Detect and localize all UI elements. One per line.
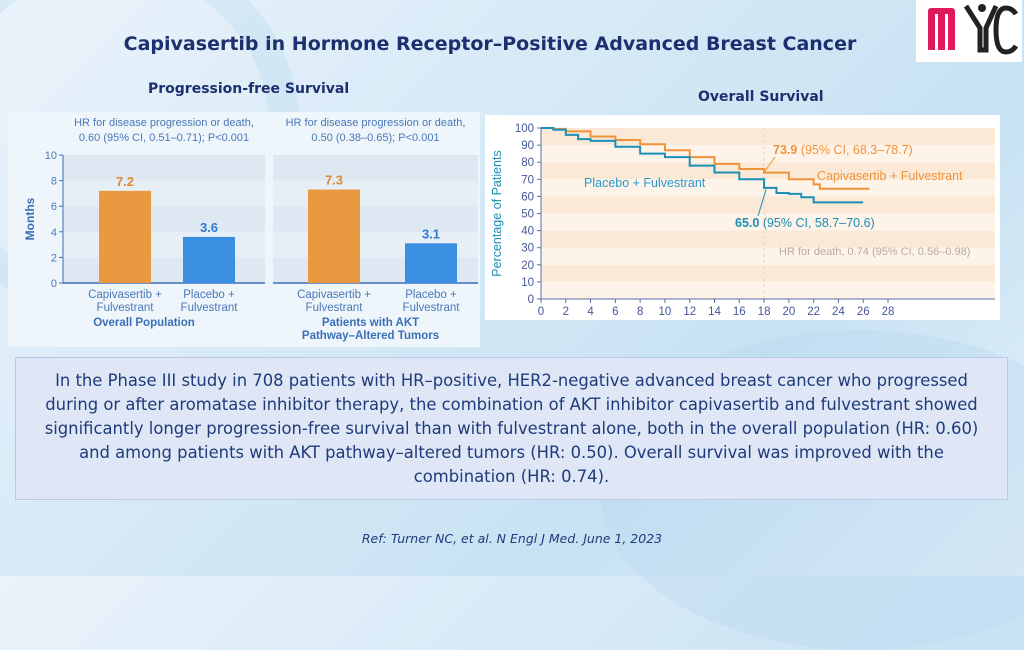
bar: [183, 236, 235, 283]
y-tick-label: 80: [521, 157, 534, 169]
hr-annotation: HR for death, 0.74 (95% CI, 0.56–0.98): [779, 246, 970, 258]
pfs-bar-charts: HR for disease progression or death, 0.60…: [23, 117, 478, 342]
os-heading: Overall Survival: [698, 89, 824, 105]
y-tick-label: 2: [51, 252, 57, 264]
y-tick-label: 40: [521, 226, 534, 238]
bar: [405, 243, 457, 283]
x-axis-label: Patients with AKT: [322, 317, 419, 329]
reference: Ref: Turner NC, et al. N Engl J Med. Jun…: [361, 531, 663, 546]
y-tick-label: 20: [521, 260, 534, 272]
x-tick-label: 18: [758, 306, 771, 318]
x-axis-label: Pathway–Altered Tumors: [302, 330, 439, 342]
x-tick-label: 2: [563, 306, 569, 318]
chart-subtitle: 0.50 (0.38–0.65); P<0.001: [311, 132, 439, 144]
y-tick-label: 10: [521, 277, 534, 289]
grid-band: [541, 213, 995, 231]
y-axis-label: Percentage of Patients: [490, 150, 504, 276]
x-tick-label: 14: [708, 306, 721, 318]
bar-value-label: 3.6: [200, 220, 218, 235]
annotation-leader: [757, 189, 767, 217]
y-tick-label: 60: [521, 191, 534, 203]
y-tick-label: 0: [51, 278, 57, 290]
x-tick-label: 6: [612, 306, 618, 318]
x-tick-label: 16: [733, 306, 746, 318]
pfs-heading: Progression-free Survival: [148, 81, 350, 97]
x-tick-label: 8: [637, 306, 643, 318]
bar: [308, 189, 360, 283]
grid-band: [541, 247, 995, 265]
slide-title: Capivasertib in Hormone Receptor–Positiv…: [123, 33, 857, 55]
grid-band: [63, 155, 265, 181]
grid-band: [273, 155, 478, 181]
series-label-placebo: Placebo + Fulvestrant: [584, 176, 706, 190]
x-tick-label: 28: [882, 306, 895, 318]
grid-band: [541, 145, 995, 163]
pfs-chart-panel: HR for disease progression or death, 0.60…: [8, 112, 480, 347]
category-label: Capivasertib +: [88, 289, 162, 301]
x-tick-label: 22: [807, 306, 820, 318]
grid-band: [63, 206, 265, 232]
placebo-18mo-annotation: 65.0 (95% CI, 58.7–70.6): [735, 216, 875, 230]
x-tick-label: 10: [659, 306, 672, 318]
grid-band: [273, 206, 478, 232]
km-curve-placebo: [541, 127, 864, 204]
annotation-leader: [763, 156, 776, 173]
x-tick-label: 24: [832, 306, 845, 318]
os-chart-panel: 0 10 20 30 40 50 60 70 80 90 100 0 2 4 6 8 10 12 14 16 18 20 2…: [485, 115, 1000, 320]
grid-band: [63, 180, 265, 207]
series-label-capivasertib: Capivasertib + Fulvestrant: [817, 169, 963, 183]
grid-band: [273, 180, 478, 207]
grid-band: [541, 162, 995, 180]
bar: [99, 190, 151, 283]
grid-band: [541, 196, 995, 214]
y-tick-label: 100: [515, 123, 534, 135]
y-tick-label: 4: [51, 227, 57, 239]
x-tick-label: 26: [857, 306, 870, 318]
category-label: Capivasertib +: [297, 289, 371, 301]
capivasertib-18mo-annotation: 73.9 (95% CI, 68.3–78.7): [773, 143, 913, 157]
y-tick-label: 70: [521, 174, 534, 186]
chart-subtitle: HR for disease progression or death,: [74, 117, 254, 129]
km-curve-capivasertib: [541, 127, 870, 190]
category-label: Fulvestrant: [403, 302, 461, 314]
grid-band: [541, 230, 995, 248]
y-axis-label: Months: [23, 197, 37, 240]
grid-band: [541, 128, 995, 146]
x-tick-label: 12: [683, 306, 696, 318]
category-label: Placebo +: [405, 289, 457, 301]
x-tick-label: 4: [587, 306, 594, 318]
grid-band: [541, 264, 995, 282]
x-tick-label: 0: [538, 306, 544, 318]
y-tick-label: 50: [521, 209, 534, 221]
category-label: Fulvestrant: [306, 302, 364, 314]
category-label: Fulvestrant: [97, 302, 155, 314]
y-tick-label: 8: [51, 176, 57, 188]
category-label: Placebo +: [183, 289, 235, 301]
y-tick-label: 0: [528, 294, 534, 306]
summary-box: In the Phase III study in 708 patients w…: [15, 357, 1008, 500]
x-tick-label: 20: [782, 306, 795, 318]
grid-band: [541, 281, 995, 299]
category-label: Fulvestrant: [181, 302, 239, 314]
chart-subtitle: 0.60 (95% CI, 0.51–0.71); P<0.001: [79, 132, 249, 144]
bar-value-label: 7.2: [116, 174, 134, 189]
x-axis-label: Overall Population: [93, 317, 195, 329]
bar-value-label: 7.3: [325, 173, 343, 188]
y-tick-label: 10: [45, 150, 57, 162]
bar-value-label: 3.1: [422, 226, 440, 241]
chart-subtitle: HR for disease progression or death,: [286, 117, 466, 129]
y-tick-label: 90: [521, 140, 534, 152]
summary-text: In the Phase III study in 708 patients w…: [44, 370, 979, 486]
myc-logo: [916, 0, 1022, 62]
y-tick-label: 30: [521, 243, 534, 255]
y-tick-label: 6: [51, 201, 57, 213]
